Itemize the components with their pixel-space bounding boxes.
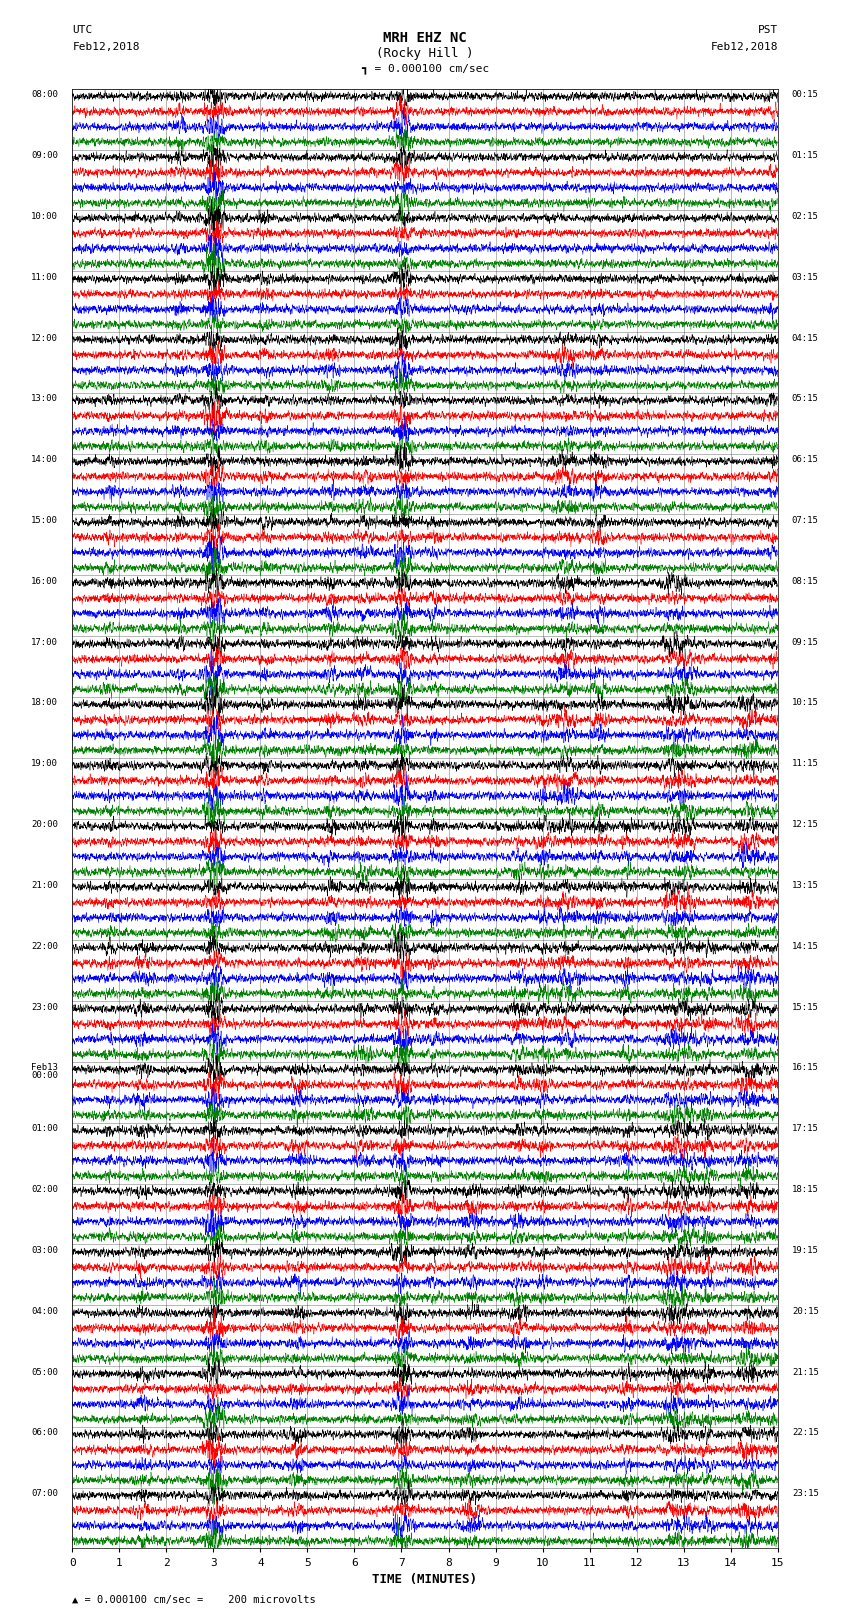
Text: 09:15: 09:15 [792,637,819,647]
Text: 04:00: 04:00 [31,1307,58,1316]
Text: 16:00: 16:00 [31,577,58,586]
Text: 17:00: 17:00 [31,637,58,647]
Text: (Rocky Hill ): (Rocky Hill ) [377,47,473,60]
Text: 10:15: 10:15 [792,698,819,708]
Text: 01:15: 01:15 [792,152,819,160]
Text: 17:15: 17:15 [792,1124,819,1134]
Text: Feb12,2018: Feb12,2018 [711,42,778,52]
Text: 16:15: 16:15 [792,1063,819,1073]
Text: Feb13: Feb13 [31,1063,58,1073]
Text: 05:00: 05:00 [31,1368,58,1376]
Text: 15:00: 15:00 [31,516,58,524]
Text: 07:15: 07:15 [792,516,819,524]
Text: 20:15: 20:15 [792,1307,819,1316]
Text: 20:00: 20:00 [31,819,58,829]
Text: MRH EHZ NC: MRH EHZ NC [383,31,467,45]
Text: 07:00: 07:00 [31,1489,58,1498]
Text: ┓ = 0.000100 cm/sec: ┓ = 0.000100 cm/sec [361,63,489,74]
Text: 19:15: 19:15 [792,1245,819,1255]
Text: 00:00: 00:00 [31,1071,58,1081]
Text: 01:00: 01:00 [31,1124,58,1134]
Text: 03:15: 03:15 [792,273,819,282]
Text: 03:00: 03:00 [31,1245,58,1255]
Text: 18:15: 18:15 [792,1186,819,1194]
Text: 00:15: 00:15 [792,90,819,100]
Text: ▲ = 0.000100 cm/sec =    200 microvolts: ▲ = 0.000100 cm/sec = 200 microvolts [72,1595,316,1605]
Text: 22:00: 22:00 [31,942,58,950]
Text: 08:15: 08:15 [792,577,819,586]
Text: 14:15: 14:15 [792,942,819,950]
Text: 23:00: 23:00 [31,1003,58,1011]
Text: 05:15: 05:15 [792,394,819,403]
Text: 21:00: 21:00 [31,881,58,890]
Text: 14:00: 14:00 [31,455,58,465]
Text: 09:00: 09:00 [31,152,58,160]
X-axis label: TIME (MINUTES): TIME (MINUTES) [372,1573,478,1586]
Text: 11:00: 11:00 [31,273,58,282]
Text: 06:00: 06:00 [31,1429,58,1437]
Text: 02:15: 02:15 [792,211,819,221]
Text: 13:00: 13:00 [31,394,58,403]
Text: 18:00: 18:00 [31,698,58,708]
Text: 22:15: 22:15 [792,1429,819,1437]
Text: 02:00: 02:00 [31,1186,58,1194]
Text: 13:15: 13:15 [792,881,819,890]
Text: 12:00: 12:00 [31,334,58,342]
Text: 19:00: 19:00 [31,760,58,768]
Text: 12:15: 12:15 [792,819,819,829]
Text: 10:00: 10:00 [31,211,58,221]
Text: 04:15: 04:15 [792,334,819,342]
Text: Feb12,2018: Feb12,2018 [72,42,139,52]
Text: 06:15: 06:15 [792,455,819,465]
Text: 21:15: 21:15 [792,1368,819,1376]
Text: 23:15: 23:15 [792,1489,819,1498]
Text: 08:00: 08:00 [31,90,58,100]
Text: 15:15: 15:15 [792,1003,819,1011]
Text: 11:15: 11:15 [792,760,819,768]
Text: UTC: UTC [72,26,93,35]
Text: PST: PST [757,26,778,35]
